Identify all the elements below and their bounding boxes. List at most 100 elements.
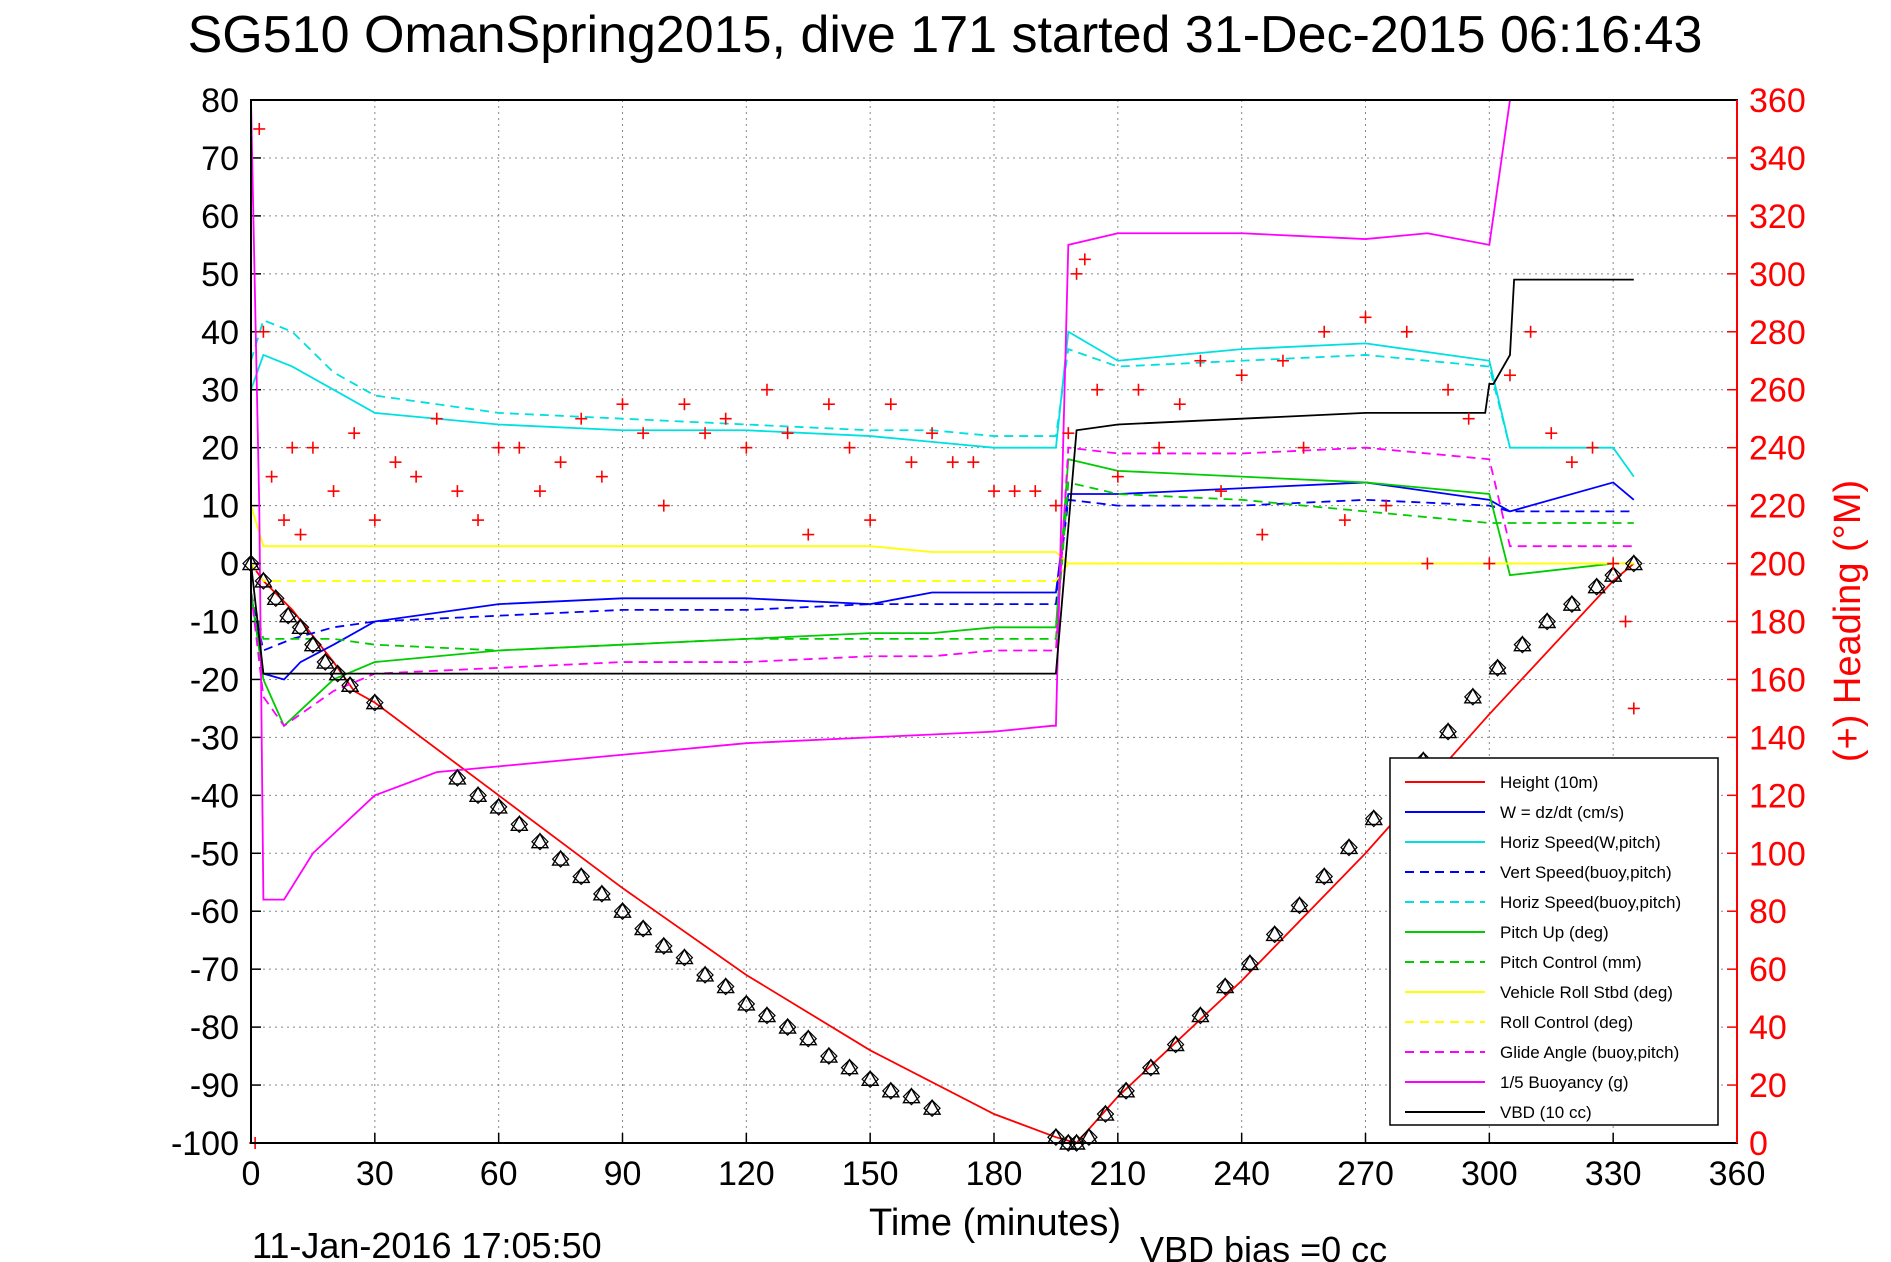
vbd-marker <box>551 849 570 868</box>
y2-tick-label: 340 <box>1749 140 1806 178</box>
vbd-marker <box>1240 953 1260 973</box>
heading-point <box>492 441 505 454</box>
heading-point <box>306 441 319 454</box>
heading-point <box>719 412 732 425</box>
heading-point <box>946 456 959 469</box>
x-tick-label: 30 <box>356 1155 394 1193</box>
y-tick-label: 80 <box>201 82 239 120</box>
vbd-marker <box>510 814 529 834</box>
y2-tick-label: 300 <box>1749 256 1806 294</box>
legend-entry: W = dz/dt (cm/s) <box>1405 803 1624 822</box>
y2-tick-label: 180 <box>1749 604 1806 642</box>
vbd-marker <box>1290 896 1309 915</box>
heading-point <box>988 485 1000 498</box>
y2-tick-label: 40 <box>1749 1009 1787 1047</box>
heading-point <box>1586 441 1599 454</box>
vbd-marker <box>799 1029 818 1048</box>
heading-point <box>616 398 629 411</box>
y-tick-label: 0 <box>220 546 239 584</box>
heading-point <box>1421 557 1434 570</box>
vbd-marker <box>340 675 360 695</box>
x-tick-label: 240 <box>1213 1155 1270 1193</box>
heading-point <box>1132 383 1145 396</box>
vbd-marker <box>737 994 756 1013</box>
y-tick-label: -20 <box>190 661 239 699</box>
vbd-marker <box>266 588 285 608</box>
series-pitch-control-mm <box>250 481 1634 652</box>
heading-point <box>327 485 340 498</box>
series-glide-angle-buoy-pitch <box>250 446 1634 728</box>
y-tick-label: 60 <box>201 198 239 236</box>
y2-tick-label: 0 <box>1749 1125 1768 1163</box>
vbd-marker <box>468 785 488 805</box>
timestamp-footer: 11-Jan-2016 17:05:50 <box>252 1225 602 1262</box>
series-pitch-up-deg <box>250 458 1634 728</box>
legend-label: Roll Control (deg) <box>1500 1013 1633 1032</box>
vbd-marker <box>819 1046 839 1065</box>
y-tick-label: -30 <box>190 719 239 757</box>
legend-label: Height (10m) <box>1500 773 1598 792</box>
y2-tick-label: 200 <box>1749 546 1806 584</box>
heading-point <box>1215 485 1228 498</box>
heading-point <box>1483 557 1496 570</box>
vbd-marker <box>1603 565 1623 584</box>
x-tick-label: 120 <box>718 1155 775 1193</box>
heading-layer <box>249 122 1640 1149</box>
heading-point <box>1153 441 1166 454</box>
legend: Height (10m) W = dz/dt (cm/s) Horiz Speed(… <box>1389 757 1719 1126</box>
heading-point <box>1235 369 1248 382</box>
heading-point <box>1359 311 1372 324</box>
x-tick-label: 0 <box>242 1155 261 1193</box>
heading-point <box>1173 398 1186 411</box>
heading-point <box>368 514 381 527</box>
legend-label: Horiz Speed(buoy,pitch) <box>1500 893 1681 912</box>
heading-point <box>451 485 464 498</box>
y-tick-label: 70 <box>201 140 239 178</box>
y-tick-label: -60 <box>190 893 239 931</box>
vbd-marker <box>572 867 591 886</box>
vbd-marker <box>316 652 335 671</box>
heading-point <box>430 412 443 425</box>
vbd-marker <box>1513 635 1532 654</box>
y2-tick-label: 240 <box>1749 430 1806 468</box>
legend-label: Vehicle Roll Stbd (deg) <box>1500 983 1673 1002</box>
vbd-marker <box>1587 577 1606 596</box>
heading-point <box>1565 456 1578 469</box>
vbd-bias-footer: VBD bias =0 cc <box>1140 1229 1387 1262</box>
heading-point <box>678 398 691 411</box>
x-tick-label: 90 <box>604 1155 642 1193</box>
vbd-marker <box>1166 1035 1185 1054</box>
heading-point <box>1111 470 1124 483</box>
heading-point <box>1070 267 1083 280</box>
y2-tick-label: 60 <box>1749 951 1787 989</box>
heading-point <box>472 514 485 527</box>
vbd-marker <box>303 635 323 654</box>
heading-point <box>637 427 650 440</box>
heading-point <box>1462 412 1475 425</box>
y-tick-label: 20 <box>201 430 239 468</box>
vbd-marker <box>922 1098 942 1118</box>
heading-point <box>533 485 546 498</box>
legend-label: Pitch Control (mm) <box>1500 953 1642 972</box>
x-tick-label: 360 <box>1709 1155 1766 1193</box>
legend-label: 1/5 Buoyancy (g) <box>1500 1073 1629 1092</box>
legend-entry: Pitch Up (deg) <box>1405 923 1609 942</box>
y2-tick-label: 120 <box>1749 777 1806 815</box>
heading-point <box>1008 485 1021 498</box>
heading-point <box>781 427 794 440</box>
vbd-marker <box>1096 1104 1115 1123</box>
vbd-marker <box>881 1081 901 1100</box>
y2-tick-label: 320 <box>1749 198 1806 236</box>
legend-label: VBD (10 cc) <box>1500 1103 1592 1122</box>
heading-point <box>554 456 567 469</box>
heading-point <box>1619 615 1632 628</box>
vbd-marker <box>254 571 273 590</box>
heading-point <box>1380 499 1393 512</box>
vbd-marker <box>291 617 310 637</box>
heading-point <box>1029 485 1042 498</box>
vbd-marker <box>365 693 385 712</box>
y-tick-label: -50 <box>190 835 239 873</box>
heading-point <box>864 514 877 527</box>
vbd-marker <box>633 919 653 938</box>
